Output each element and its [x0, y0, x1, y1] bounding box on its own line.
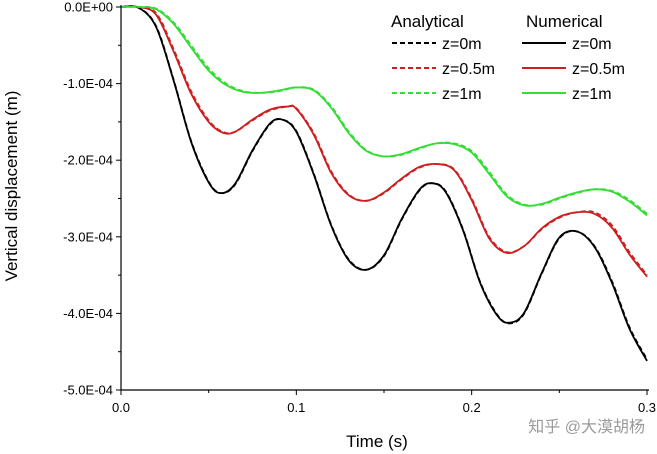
axes — [120, 5, 649, 391]
y-tick-label: 0.0E+00 — [64, 0, 113, 15]
legend-label-numerical: z=0m — [572, 36, 612, 53]
series-line-analytical-z-0-5m — [120, 5, 648, 276]
legend: Analytical Numerical z=0m z=0.5m z=1m z=0m z=0… — [391, 12, 625, 103]
legend-label-numerical: z=0.5m — [572, 61, 625, 78]
ticks: 0.0E+00 -1.0E-04 -2.0E-04 -3.0E-04 -4.0E-04 -… — [63, 0, 656, 415]
y-tick-label: -5.0E-04 — [63, 383, 113, 398]
y-tick-label: -3.0E-04 — [63, 229, 113, 244]
y-tick-label: -1.0E-04 — [63, 76, 113, 91]
x-tick-label: 0.3 — [638, 400, 656, 415]
legend-header-numerical: Numerical — [526, 12, 603, 31]
y-tick-label: -2.0E-04 — [63, 153, 113, 168]
x-tick-label: 0.2 — [463, 400, 481, 415]
legend-label-analytical: z=1m — [442, 86, 482, 103]
x-tick-label: 0.0 — [112, 400, 130, 415]
x-axis-title: Time (s) — [346, 432, 408, 451]
y-tick-label: -4.0E-04 — [63, 306, 113, 321]
plot-lines — [120, 5, 648, 362]
legend-header-analytical: Analytical — [391, 12, 464, 31]
series-line-analytical-z-1m — [120, 5, 648, 215]
series-line-numerical-z-0-5m — [120, 5, 648, 278]
legend-label-analytical: z=0.5m — [442, 61, 495, 78]
x-tick-label: 0.1 — [287, 400, 305, 415]
legend-label-analytical: z=0m — [442, 36, 482, 53]
watermark: 知乎 @大漠胡杨 — [528, 418, 645, 436]
series-line-analytical-z-0m — [120, 5, 648, 360]
legend-label-numerical: z=1m — [572, 86, 612, 103]
y-axis-title: Vertical displacement (m) — [2, 91, 21, 282]
